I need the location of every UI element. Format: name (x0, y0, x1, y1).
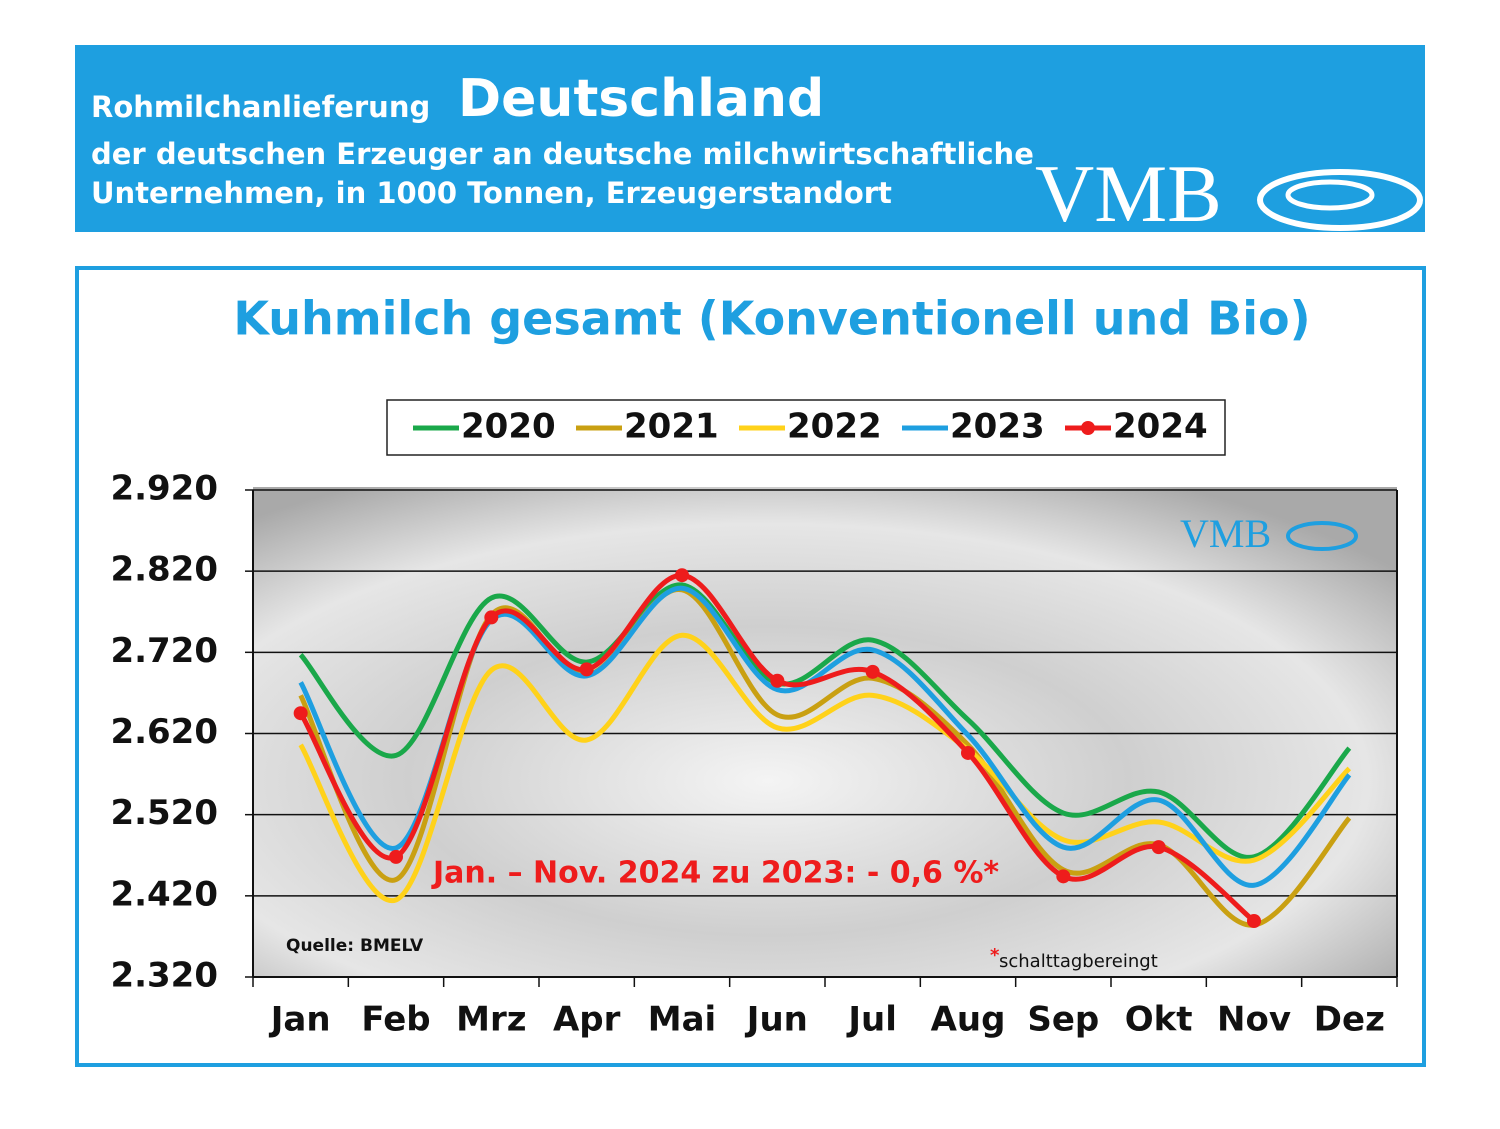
y-tick-label: 2.320 (110, 956, 218, 996)
data-point (484, 610, 499, 625)
legend-label: 2020 (461, 407, 556, 447)
header-line: Unternehmen, in 1000 Tonnen, Erzeugersta… (91, 176, 892, 210)
x-tick-label: Dez (1314, 1000, 1385, 1040)
x-tick-label: Jul (846, 1000, 897, 1040)
legend-label: 2023 (950, 407, 1045, 447)
y-tick-label: 2.620 (110, 712, 218, 752)
legend-marker (1081, 421, 1095, 435)
header-prefix: Rohmilchanlieferung (91, 90, 430, 124)
chart-title: Kuhmilch gesamt (Konventionell und Bio) (233, 292, 1310, 346)
x-tick-label: Jun (745, 1000, 808, 1040)
data-point (675, 568, 689, 583)
source: Quelle: BMELV (286, 936, 424, 956)
x-tick-label: Mrz (456, 1000, 526, 1040)
x-tick-label: Apr (553, 1000, 621, 1040)
header-banner (75, 45, 1425, 232)
series-line (298, 572, 1256, 923)
x-tick-label: Aug (931, 1000, 1006, 1040)
logo-swirl (1286, 521, 1358, 551)
header-title: Deutschland (458, 69, 824, 129)
x-tick-label: Mai (648, 1000, 716, 1040)
data-point (293, 706, 308, 721)
series-line (298, 632, 1352, 903)
legend-label: 2022 (787, 407, 882, 447)
logo-swirl (1257, 169, 1423, 231)
y-tick-label: 2.720 (110, 631, 218, 671)
data-point (1151, 840, 1166, 855)
y-tick-label: 2.520 (110, 793, 218, 833)
data-point (1056, 869, 1071, 884)
x-tick-label: Nov (1217, 1000, 1291, 1040)
x-tick-label: Feb (361, 1000, 430, 1040)
series-line (298, 582, 1352, 860)
annotation: Jan. – Nov. 2024 zu 2023: - 0,6 %* (431, 856, 999, 891)
x-tick-label: Sep (1027, 1000, 1099, 1040)
y-tick-label: 2.820 (110, 550, 218, 590)
logo: VMB (1035, 148, 1222, 239)
data-point (865, 664, 880, 679)
footnote: schalttagbereingt (999, 951, 1158, 972)
data-point (770, 673, 785, 688)
footnote-mark: * (990, 945, 1000, 966)
plot-background (253, 487, 1397, 977)
data-point (579, 662, 594, 677)
logo-swirl (1285, 179, 1375, 211)
data-point (1247, 913, 1261, 928)
legend-label: 2024 (1113, 407, 1208, 447)
legend-label: 2021 (624, 407, 719, 447)
logo: VMB (1180, 511, 1271, 556)
x-tick-label: Jan (269, 1000, 331, 1040)
data-point (961, 745, 975, 760)
y-tick-label: 2.420 (110, 874, 218, 914)
data-point (389, 849, 403, 864)
header-line: der deutschen Erzeuger an deutsche milch… (91, 137, 1034, 171)
y-tick-label: 2.920 (110, 469, 218, 509)
x-tick-label: Okt (1125, 1000, 1193, 1040)
